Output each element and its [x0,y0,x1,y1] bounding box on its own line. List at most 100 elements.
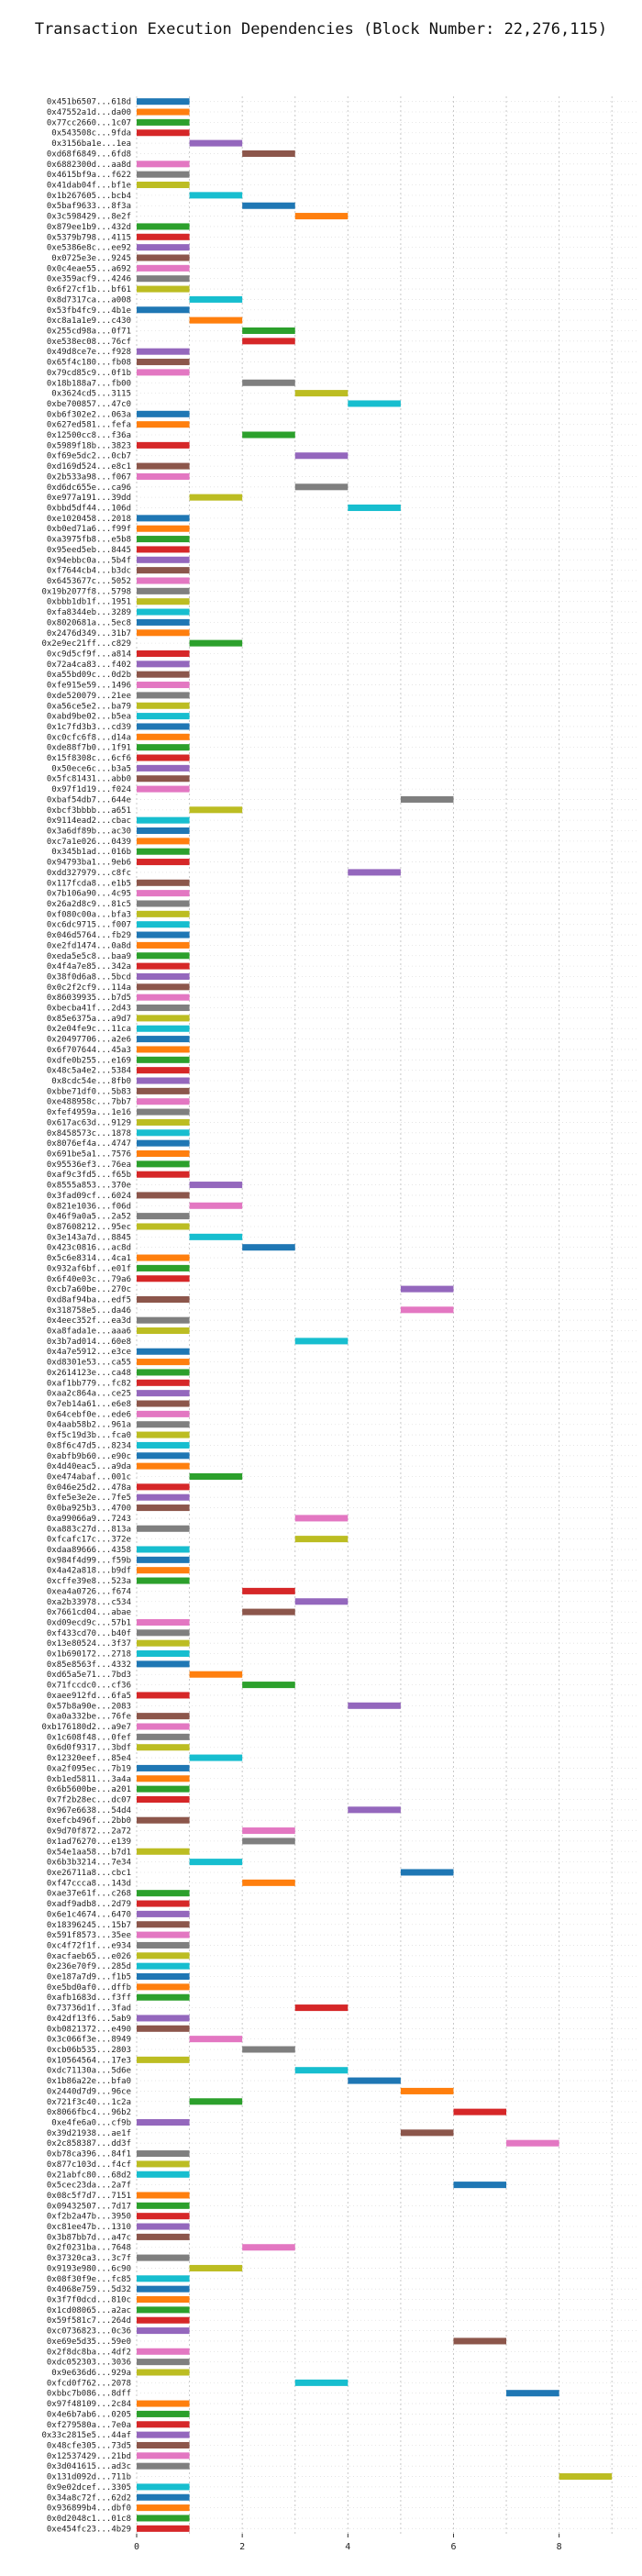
transaction-label: 0xe1020458...2018 [47,515,131,524]
transaction-label: 0x3f7f0dcd...810c [47,2296,131,2305]
transaction-label: 0x12320eef...85e4 [47,1754,131,1763]
transaction-bar [400,2129,454,2137]
transaction-bar [189,316,243,324]
transaction-bar [137,1629,190,1637]
transaction-label: 0xdc052303...3036 [47,2359,131,2368]
transaction-bar [137,2462,190,2470]
transaction-label: 0x53fb4fc9...4b1e [47,306,131,316]
transaction-label: 0x6e1c4674...6470 [47,1910,131,1919]
transaction-label: 0x3c598429...8e2f [47,213,131,222]
transaction-label: 0x97f48109...2c84 [47,2400,131,2409]
transaction-bar [242,1244,295,1251]
transaction-label: 0x73736d1f...3fad [47,2004,131,2014]
transaction-bar [137,2223,190,2230]
transaction-bar [189,295,243,303]
transaction-bar [137,1441,190,1449]
transaction-bar [400,2087,454,2094]
transaction-label: 0x821e1036...f06d [47,1202,131,1211]
transaction-label: 0xabfb9b60...e90c [47,1452,131,1461]
transaction-label: 0x117fcda8...e1b5 [47,879,131,888]
transaction-bar [137,2452,190,2459]
transaction-bar [137,462,190,470]
transaction-label: 0x8066fbc4...96b2 [47,2108,131,2117]
transaction-label: 0xc81ee47b...1310 [47,2223,131,2232]
transaction-label: 0xc6dc9715...f007 [47,921,131,930]
transaction-bar [137,692,190,699]
transaction-bar [137,2515,190,2522]
transaction-label: 0xbe700857...47c0 [47,400,131,409]
transaction-bar [137,2410,190,2417]
transaction-bar [242,431,295,439]
transaction-bar [137,931,190,938]
transaction-bar [137,1139,190,1147]
transaction-label: 0x39d21938...ae1f [47,2129,131,2138]
transaction-bar [137,1713,190,1720]
transaction-bar [137,2525,190,2532]
transaction-label: 0x4aab58b2...961a [47,1421,131,1430]
transaction-label: 0x345b1ad...016b [51,848,131,857]
transaction-bar [137,2359,190,2366]
transaction-bar [242,1608,295,1616]
transaction-bar [137,618,190,626]
transaction-bar [137,1264,190,1271]
transaction-bar [137,1400,190,1407]
transaction-bar [137,556,190,563]
transaction-label: 0x236e70f9...285d [47,1962,131,1971]
transaction-bar [137,1171,190,1178]
transaction-bar [137,848,190,855]
transaction-bar [137,1067,190,1074]
transaction-bar [348,504,401,512]
transaction-label: 0x9e02dcef...3305 [47,2483,131,2493]
transaction-label: 0x09432507...7d17 [47,2202,131,2211]
transaction-label: 0xdfe0b255...e169 [47,1056,131,1065]
transaction-label: 0xc0cfc6f8...d14a [47,733,131,742]
transaction-label: 0x3fad09cf...6024 [47,1192,131,1201]
transaction-label: 0xaf1bb779...fc82 [47,1379,131,1388]
transaction-label: 0x5379b798...4115 [47,233,131,242]
transaction-label: 0x08f30f9e...fc85 [47,2275,131,2284]
transaction-bar [137,1369,190,1376]
transaction-bar [137,744,190,751]
transaction-label: 0x4eec352f...ea3d [47,1316,131,1326]
transaction-label: 0xe2fd1474...0a8d [47,941,131,950]
transaction-label: 0xe187a7d9...f1b5 [47,1973,131,1982]
transaction-label: 0xafb1683d...f3ff [47,1993,131,2003]
transaction-label: 0xe474abaf...001c [47,1472,131,1482]
transaction-label: 0x15f8308c...6cf6 [47,754,131,763]
transaction-bar [137,2316,190,2324]
transaction-bar [137,1046,190,1053]
transaction-bar [453,2182,507,2189]
transaction-bar [137,713,190,720]
transaction-bar [137,525,190,532]
transaction-label: 0xadf9adb8...2d79 [47,1900,131,1909]
transaction-label: 0x1c608f48...0fef [47,1733,131,1742]
transaction-bar [348,869,401,876]
transaction-label: 0xf080c00a...bfa3 [47,910,131,919]
transaction-label: 0x48c5a4e2...5384 [47,1067,131,1076]
transaction-label: 0x6d0f9317...3bdf [47,1744,131,1753]
transaction-label: 0x721f3c40...1c2a [47,2098,131,2107]
transaction-label: 0xfe915e59...1496 [47,682,131,691]
transaction-bar [137,2254,190,2261]
transaction-bar [137,879,190,886]
transaction-label: 0x5c6e8314...4ca1 [47,1254,131,1263]
transaction-label: 0x984f4d99...f59b [47,1556,131,1565]
transaction-bar [137,2118,190,2126]
transaction-label: 0xe5bd0af0...dffb [47,1983,131,1993]
transaction-label: 0x54e1aa58...b7d1 [47,1848,131,1857]
transaction-bar [400,795,454,803]
transaction-bar [189,1182,243,1189]
transaction-bar [137,1775,190,1782]
transaction-bar [294,1515,349,1522]
transaction-label: 0x1cd08065...a2ac [47,2306,131,2315]
transaction-bar [189,494,243,501]
transaction-bar [137,941,190,949]
transaction-label: 0x42df13f6...5ab9 [47,2015,131,2024]
transaction-bar [137,1129,190,1137]
transaction-bar [137,859,190,866]
transaction-label: 0x2f0231ba...7648 [47,2244,131,2253]
transaction-bar [242,1587,295,1594]
transaction-bar [348,1702,401,1709]
transaction-label: 0x4f4a7e85...342a [47,962,131,972]
